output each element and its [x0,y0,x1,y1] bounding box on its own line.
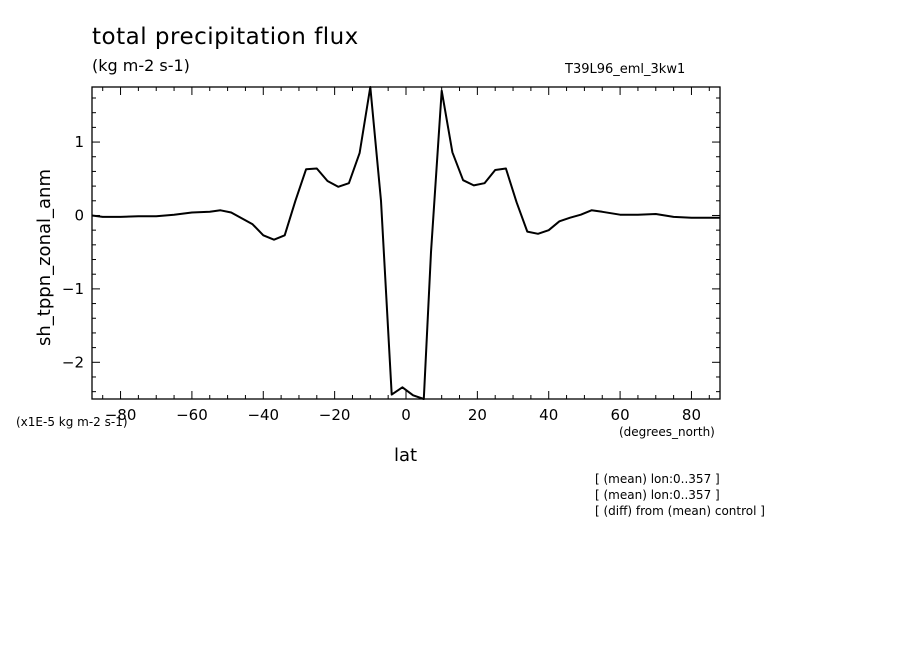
x-axis-unit: (degrees_north) [619,425,715,439]
units-label: (kg m-2 s-1) [92,56,190,75]
y-tick-label: −2 [62,353,84,371]
x-tick-label: 60 [611,406,630,424]
footnote-1: [ (mean) lon:0..357 ] [595,472,720,486]
x-tick-label: −40 [247,406,279,424]
tick-labels: −80 −60 −40 −20 0 20 40 60 80 −2 −1 0 1 [62,133,701,424]
x-tick-label: −20 [319,406,351,424]
y-axis-label: sh_tppn_zonal_anm [34,169,55,346]
y-tick-label: 0 [74,206,84,224]
x-tick-label: 20 [468,406,487,424]
chart-title: total precipitation flux [92,24,359,50]
footnote-3: [ (diff) from (mean) control ] [595,504,765,518]
x-axis-label: lat [394,445,418,466]
x-tick-label: 40 [539,406,558,424]
y-tick-label: −1 [62,280,84,298]
series-line [91,86,720,400]
run-name-label: T39L96_eml_3kw1 [565,62,686,77]
scale-note: (x1E-5 kg m-2 s-1) [16,415,128,429]
x-tick-label: −80 [105,406,137,424]
footnote-2: [ (mean) lon:0..357 ] [595,488,720,502]
plot-frame [91,86,721,400]
x-tick-label: 80 [682,406,701,424]
x-tick-label: −60 [176,406,208,424]
y-tick-label: 1 [74,133,84,151]
axis-ticks [92,87,720,399]
x-tick-label: 0 [401,406,411,424]
